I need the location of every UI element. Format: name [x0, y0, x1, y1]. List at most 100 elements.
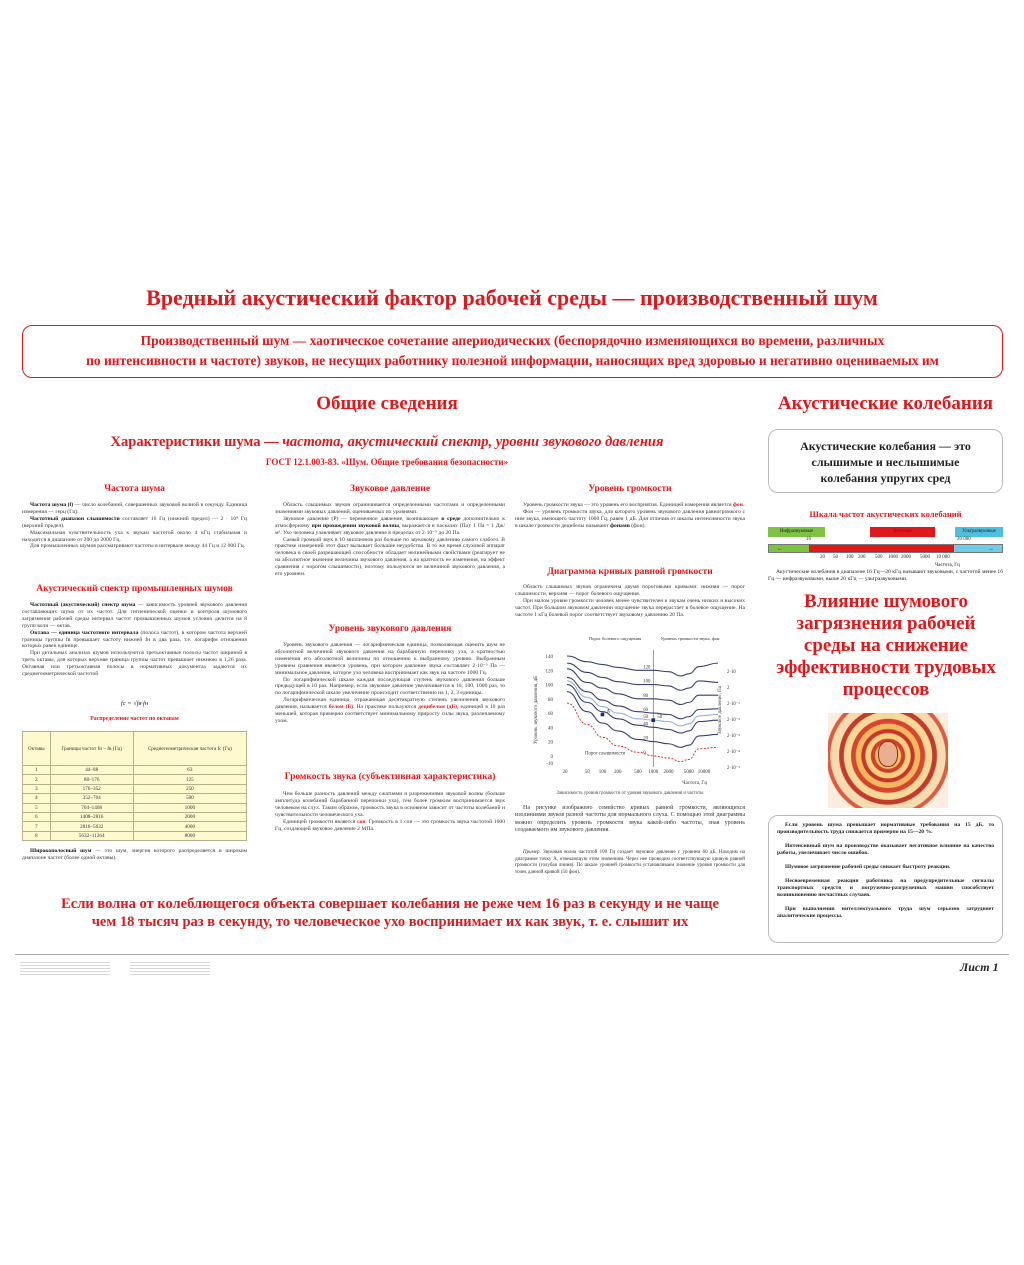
- text: Для промышленных шумов рассматривают час…: [30, 543, 246, 550]
- text: — число колебаний, совершенных звуковой …: [22, 502, 247, 515]
- paragraph: Область слышимых звуков ограничена двумя…: [515, 584, 745, 598]
- table-cell: 250: [132, 783, 248, 795]
- diagram-heading: Диаграмма кривых равной громкости: [547, 567, 713, 577]
- table-cell: 352–704: [49, 793, 134, 804]
- text: , выражается в паскалях (Па): 1 Па = 1 Д…: [275, 522, 506, 536]
- footer-divider: [15, 954, 1009, 956]
- subtitle-italic: частота, акустический спектр, уровни зву…: [282, 434, 664, 450]
- paragraph: Логарифмическая единица, отражающая деся…: [275, 697, 505, 725]
- impact-item: Если уровень шума превышает нормативные …: [777, 822, 994, 835]
- curve-label: 120: [643, 665, 651, 670]
- y2-tick-label: 2·10⁻¹: [727, 701, 740, 707]
- term: Частота шума (f): [30, 502, 74, 508]
- y-tick-label: 80: [548, 698, 554, 703]
- scale-tick-label: 200: [858, 555, 866, 560]
- scale-tick-label: 20: [820, 555, 825, 560]
- table-cell: 63: [132, 764, 248, 776]
- y-tick-label: 20: [548, 741, 554, 746]
- table-row: 2 88–176 125: [22, 774, 248, 785]
- x-tick-label: 100: [599, 770, 607, 775]
- pain-threshold-label: Порог болевого ощущения: [589, 636, 642, 641]
- x-tick-label: 1000: [648, 770, 659, 775]
- ultrasound-segment: →: [954, 545, 1002, 552]
- x-tick-label: 5000: [684, 770, 695, 775]
- table-row: 6 1408–2816 2000: [22, 811, 248, 823]
- after-chart-text: На рисунке изображено семейство кривых р…: [515, 805, 745, 835]
- term: белом (Б): [328, 704, 354, 711]
- bound-high: 20 000: [957, 537, 971, 542]
- table-cell: 7: [22, 821, 51, 832]
- pressure-heading: Звуковое давление: [349, 484, 431, 494]
- table-cell: 704–1408: [49, 802, 134, 813]
- table-header: Границы частот fн – fв (Гц): [49, 731, 134, 766]
- table-cell: 8: [22, 830, 51, 842]
- text: Логарифмическая единица, отражающая деся…: [275, 697, 505, 711]
- footer-credits: [20, 960, 110, 976]
- acoustic-heading: Акустические колебания: [777, 393, 994, 414]
- table-cell: 4000: [132, 821, 248, 832]
- text: Уровень звукового давления — логарифмиче…: [275, 642, 505, 676]
- phon-heading: Уровень громкости: [588, 484, 672, 494]
- text: .: [742, 502, 745, 508]
- scale-tick-label: 50: [833, 555, 838, 560]
- impact-item: Интенсивный шум на производстве оказывае…: [777, 843, 994, 856]
- curve-label: 100: [643, 680, 651, 685]
- paragraph: Пример. Звуковая волна частотой 100 Гц с…: [515, 850, 745, 876]
- y2-tick-label: 2·10⁻⁴: [727, 749, 740, 755]
- text: (фон).: [629, 522, 646, 529]
- y-tick-label: -10: [546, 762, 553, 767]
- term: Широкополосный шум: [30, 848, 92, 854]
- paragraph: Частотный (акустический) спектр шума — з…: [22, 602, 247, 630]
- impact-item: Шумовое загрязнение рабочей среды снижае…: [785, 864, 951, 870]
- table-cell: 5: [22, 802, 51, 813]
- table-row: 7 2816–5632 4000: [22, 821, 248, 832]
- geometric-mean-formula: fс = √fв·fн: [120, 700, 149, 707]
- loudness-curve-120: [566, 655, 719, 677]
- loudness-curve-40: [566, 683, 719, 734]
- table-cell: 5632–11264: [49, 830, 134, 842]
- text: Пример.: [523, 850, 541, 855]
- scale-tick-label: 500: [875, 555, 883, 560]
- y2-tick-label: 2·10⁻⁵: [727, 765, 740, 771]
- spectrum-heading: Акустический спектр промышленных шумов: [36, 584, 233, 594]
- curve-label: 80: [643, 694, 648, 699]
- term: децибелом (дБ): [418, 704, 458, 711]
- octave-table-wrap: Октавы Границы частот fн – fв (Гц) Средн…: [22, 731, 248, 842]
- arrow-left-icon: ←: [777, 546, 783, 552]
- paragraph: Единицей громкости является сон. Громкос…: [275, 819, 505, 833]
- scale-tick-label: 1000: [888, 555, 898, 560]
- paragraph: Чем больше разность давлений между сжати…: [275, 791, 505, 819]
- paragraph: Звуковое давление (P) — переменное давле…: [275, 516, 505, 537]
- paragraph: Самый громкий звук в 10 миллионов раз бо…: [275, 537, 505, 578]
- text: При детальных анализах шумов используютс…: [22, 650, 247, 678]
- freq-text: Частота шума (f) — число колебаний, сове…: [22, 502, 247, 550]
- octave-table: Октавы Границы частот fн – fв (Гц) Средн…: [22, 731, 248, 842]
- statement-line: чем 18 тысяч раз в секунду, то человечес…: [91, 914, 689, 930]
- text: На рисунке изображено семейство кривых р…: [515, 805, 745, 834]
- hearing-threshold-label: Порог слышимости: [585, 751, 626, 756]
- y2-axis-label: Звуковое давление, Па: [718, 685, 723, 734]
- table-row: 3 176–352 250: [22, 783, 248, 795]
- term: при прохождении звуковой волны: [311, 522, 399, 529]
- paragraph: Широкополосный шум — это шум, энергия ко…: [22, 848, 247, 862]
- loudness-heading: Громкость звука (субъективная характерис…: [284, 772, 496, 782]
- text: — зависимость уровней звукового давления…: [22, 602, 247, 629]
- text: Звуковая волна частотой 100 Гц создает з…: [515, 850, 745, 875]
- text: Чем больше разность давлений между сжати…: [275, 791, 505, 818]
- phon-text: Уровень громкости звука — это уровень ег…: [515, 502, 745, 530]
- noise-definition-box: Производственный шум — хаотическое сочет…: [22, 325, 1003, 378]
- text: — это шум, энергия которого распределяет…: [22, 848, 247, 861]
- chart-caption: Зависимость уровня громкости от уровня з…: [556, 791, 704, 796]
- table-cell: 176–352: [49, 783, 134, 795]
- text: дополнительно к атмосферному: [275, 515, 505, 529]
- scale-axis-label: Частота, Гц: [935, 563, 960, 568]
- text: Уровень громкости звука — это уровень ег…: [523, 502, 733, 508]
- paragraph: По логарифмической шкале каждая последую…: [275, 677, 505, 698]
- general-subtitle: Характеристики шума — частота, акустичес…: [22, 434, 752, 451]
- table-cell: 1: [22, 764, 51, 776]
- table-cell: 6: [22, 811, 51, 823]
- curve-label: 0: [643, 751, 646, 756]
- paragraph: Фон — уровень громкости звука, для котор…: [515, 509, 745, 530]
- loudness-curve-0: [566, 702, 719, 763]
- paragraph: Максимальная чувствительность уха к звук…: [22, 530, 247, 544]
